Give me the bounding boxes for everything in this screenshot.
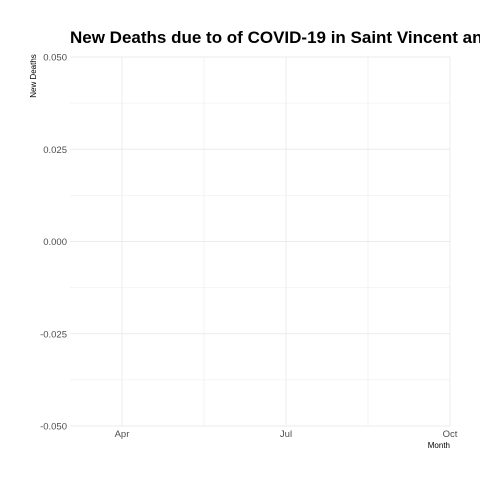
y-tick-label: 0.000 — [43, 237, 67, 248]
y-tick-label: -0.025 — [40, 329, 67, 340]
x-tick-label: Apr — [115, 429, 130, 440]
x-tick-labels: Apr Jul Oct — [115, 429, 458, 440]
chart-title: New Deaths due to of COVID-19 in Saint V… — [70, 28, 480, 47]
y-axis-title: New Deaths — [29, 54, 38, 98]
y-tick-label: 0.025 — [43, 145, 67, 156]
y-tick-label: -0.050 — [40, 422, 67, 433]
y-tick-labels: 0.050 0.025 0.000 -0.025 -0.050 — [40, 53, 67, 433]
x-axis-title: Month — [428, 441, 450, 450]
x-tick-label: Jul — [280, 429, 292, 440]
x-tick-label: Oct — [443, 429, 458, 440]
y-tick-label: 0.050 — [43, 53, 67, 64]
plot-grid — [70, 57, 450, 426]
